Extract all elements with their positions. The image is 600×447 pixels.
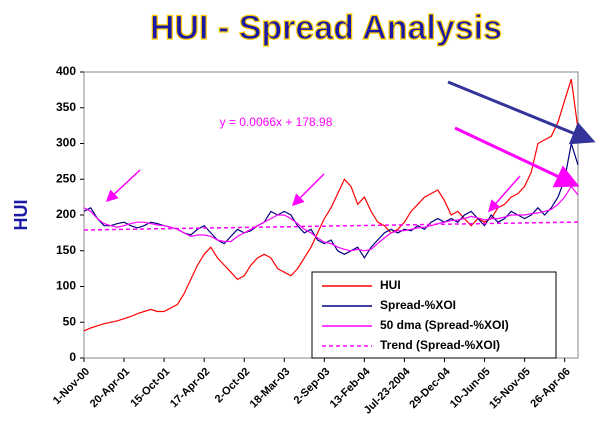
arrow <box>291 173 325 207</box>
x-tick-label: 15-Nov-05 <box>487 366 533 412</box>
x-tick-label: 18-Mar-03 <box>248 366 293 411</box>
x-tick-label: 17-Apr-02 <box>168 366 212 410</box>
y-axis-label: HUI <box>11 200 31 231</box>
x-tick-label: 26-Apr-06 <box>528 366 572 410</box>
legend-label: 50 dma (Spread-%XOI) <box>380 318 509 332</box>
y-tick-label: 100 <box>56 279 76 293</box>
legend-label: Trend (Spread-%XOI) <box>380 338 500 352</box>
series-line <box>83 221 579 231</box>
legend-label: Spread-%XOI <box>380 298 456 312</box>
chart-title: HUI - Spread Analysis <box>150 9 502 47</box>
trend-equation: y = 0.0066x + 178.98 <box>220 115 333 129</box>
x-tick-label: 29-Dec-04 <box>407 365 453 411</box>
y-tick-label: 350 <box>56 100 76 114</box>
y-tick-label: 150 <box>56 243 76 257</box>
x-tick-label: 15-Oct-01 <box>128 366 172 410</box>
arrows <box>105 80 596 213</box>
legend-label: HUI <box>380 278 401 292</box>
arrow <box>454 126 580 188</box>
y-tick-label: 0 <box>69 350 76 364</box>
y-tick-label: 50 <box>63 314 77 328</box>
y-tick-label: 200 <box>56 207 76 221</box>
arrow <box>447 80 596 145</box>
y-tick-label: 250 <box>56 171 76 185</box>
y-tick-label: 400 <box>56 64 76 78</box>
x-tick-label: 1-Nov-00 <box>51 366 92 407</box>
legend: HUI Spread-%XOI 50 dma (Spread-%XOI) Trend … <box>311 271 557 359</box>
x-tick-label: 10-Jun-05 <box>448 366 493 411</box>
arrow <box>105 169 141 203</box>
x-tick-label: 2-Oct-02 <box>213 366 253 406</box>
x-tick-label: 20-Apr-01 <box>88 366 132 410</box>
x-tick-label: 2-Sep-03 <box>292 366 333 407</box>
arrow <box>488 175 521 213</box>
series-line <box>83 185 579 252</box>
y-tick-label: 300 <box>56 136 76 150</box>
series-line <box>83 143 579 260</box>
